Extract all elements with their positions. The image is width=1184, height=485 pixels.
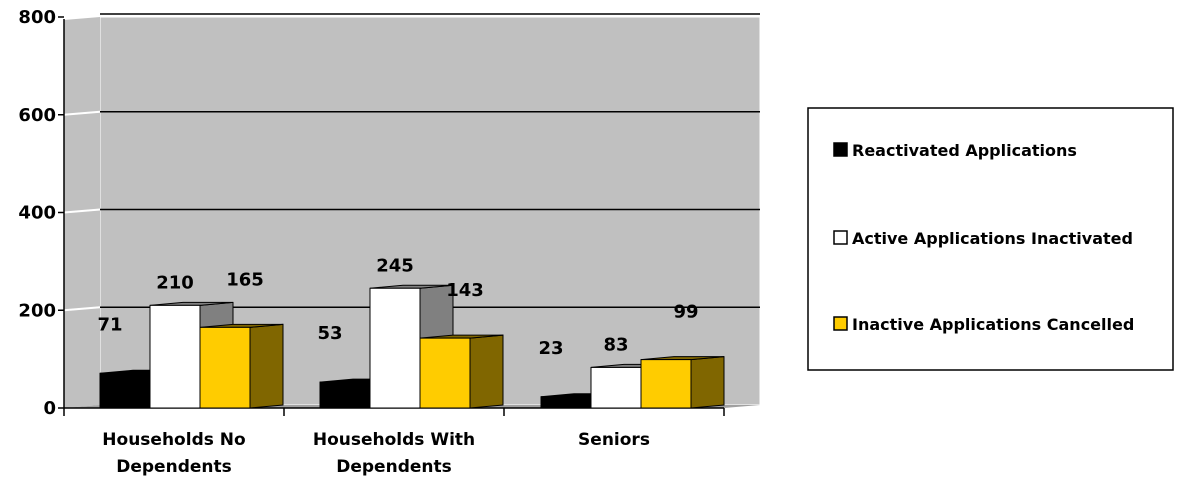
data-label: 99	[673, 302, 698, 323]
gridline-side	[63, 208, 101, 214]
bar-side	[469, 334, 504, 409]
gridline-side	[63, 13, 101, 18]
data-label: 71	[97, 314, 122, 335]
bar	[99, 372, 151, 409]
bar-side	[249, 323, 284, 409]
y-tick-label: 0	[43, 398, 56, 419]
category-label: Dependents	[336, 457, 452, 477]
gridline-side	[63, 110, 101, 116]
bar	[540, 396, 592, 409]
data-label: 165	[226, 269, 264, 290]
bar	[149, 304, 201, 409]
legend: Reactivated Applications Active Applicati…	[807, 107, 1174, 371]
legend-label: Active Applications Inactivated	[852, 229, 1133, 248]
bars	[99, 284, 725, 409]
gridlines	[63, 13, 760, 312]
bar	[590, 366, 642, 409]
data-label: 23	[538, 338, 563, 359]
y-tick-label: 400	[18, 203, 56, 224]
data-label: 143	[446, 280, 484, 301]
y-tick-label: 600	[18, 105, 56, 126]
legend-swatch	[833, 230, 848, 245]
bar	[319, 381, 371, 409]
category-label: Households No	[102, 430, 245, 450]
legend-label: Inactive Applications Cancelled	[852, 315, 1134, 334]
data-label: 245	[376, 255, 414, 276]
gridline-side	[63, 306, 101, 312]
y-tick-label: 800	[18, 7, 56, 28]
bar	[199, 326, 251, 409]
bar	[419, 337, 471, 409]
data-label: 210	[156, 272, 194, 293]
bar-side	[690, 356, 725, 409]
data-label: 83	[603, 334, 628, 355]
category-label: Seniors	[578, 430, 650, 450]
legend-swatch	[833, 142, 848, 157]
data-label: 53	[317, 323, 342, 344]
y-tick-label: 200	[18, 300, 56, 321]
legend-label: Reactivated Applications	[852, 141, 1077, 160]
legend-box	[807, 107, 1174, 371]
bar	[640, 359, 692, 409]
category-label: Dependents	[116, 457, 232, 477]
legend-swatch	[833, 316, 848, 331]
data-labels: 71 53 23 210 245 83 165 143 99	[97, 255, 698, 359]
category-label: Households With	[313, 430, 475, 450]
bar	[369, 287, 421, 409]
